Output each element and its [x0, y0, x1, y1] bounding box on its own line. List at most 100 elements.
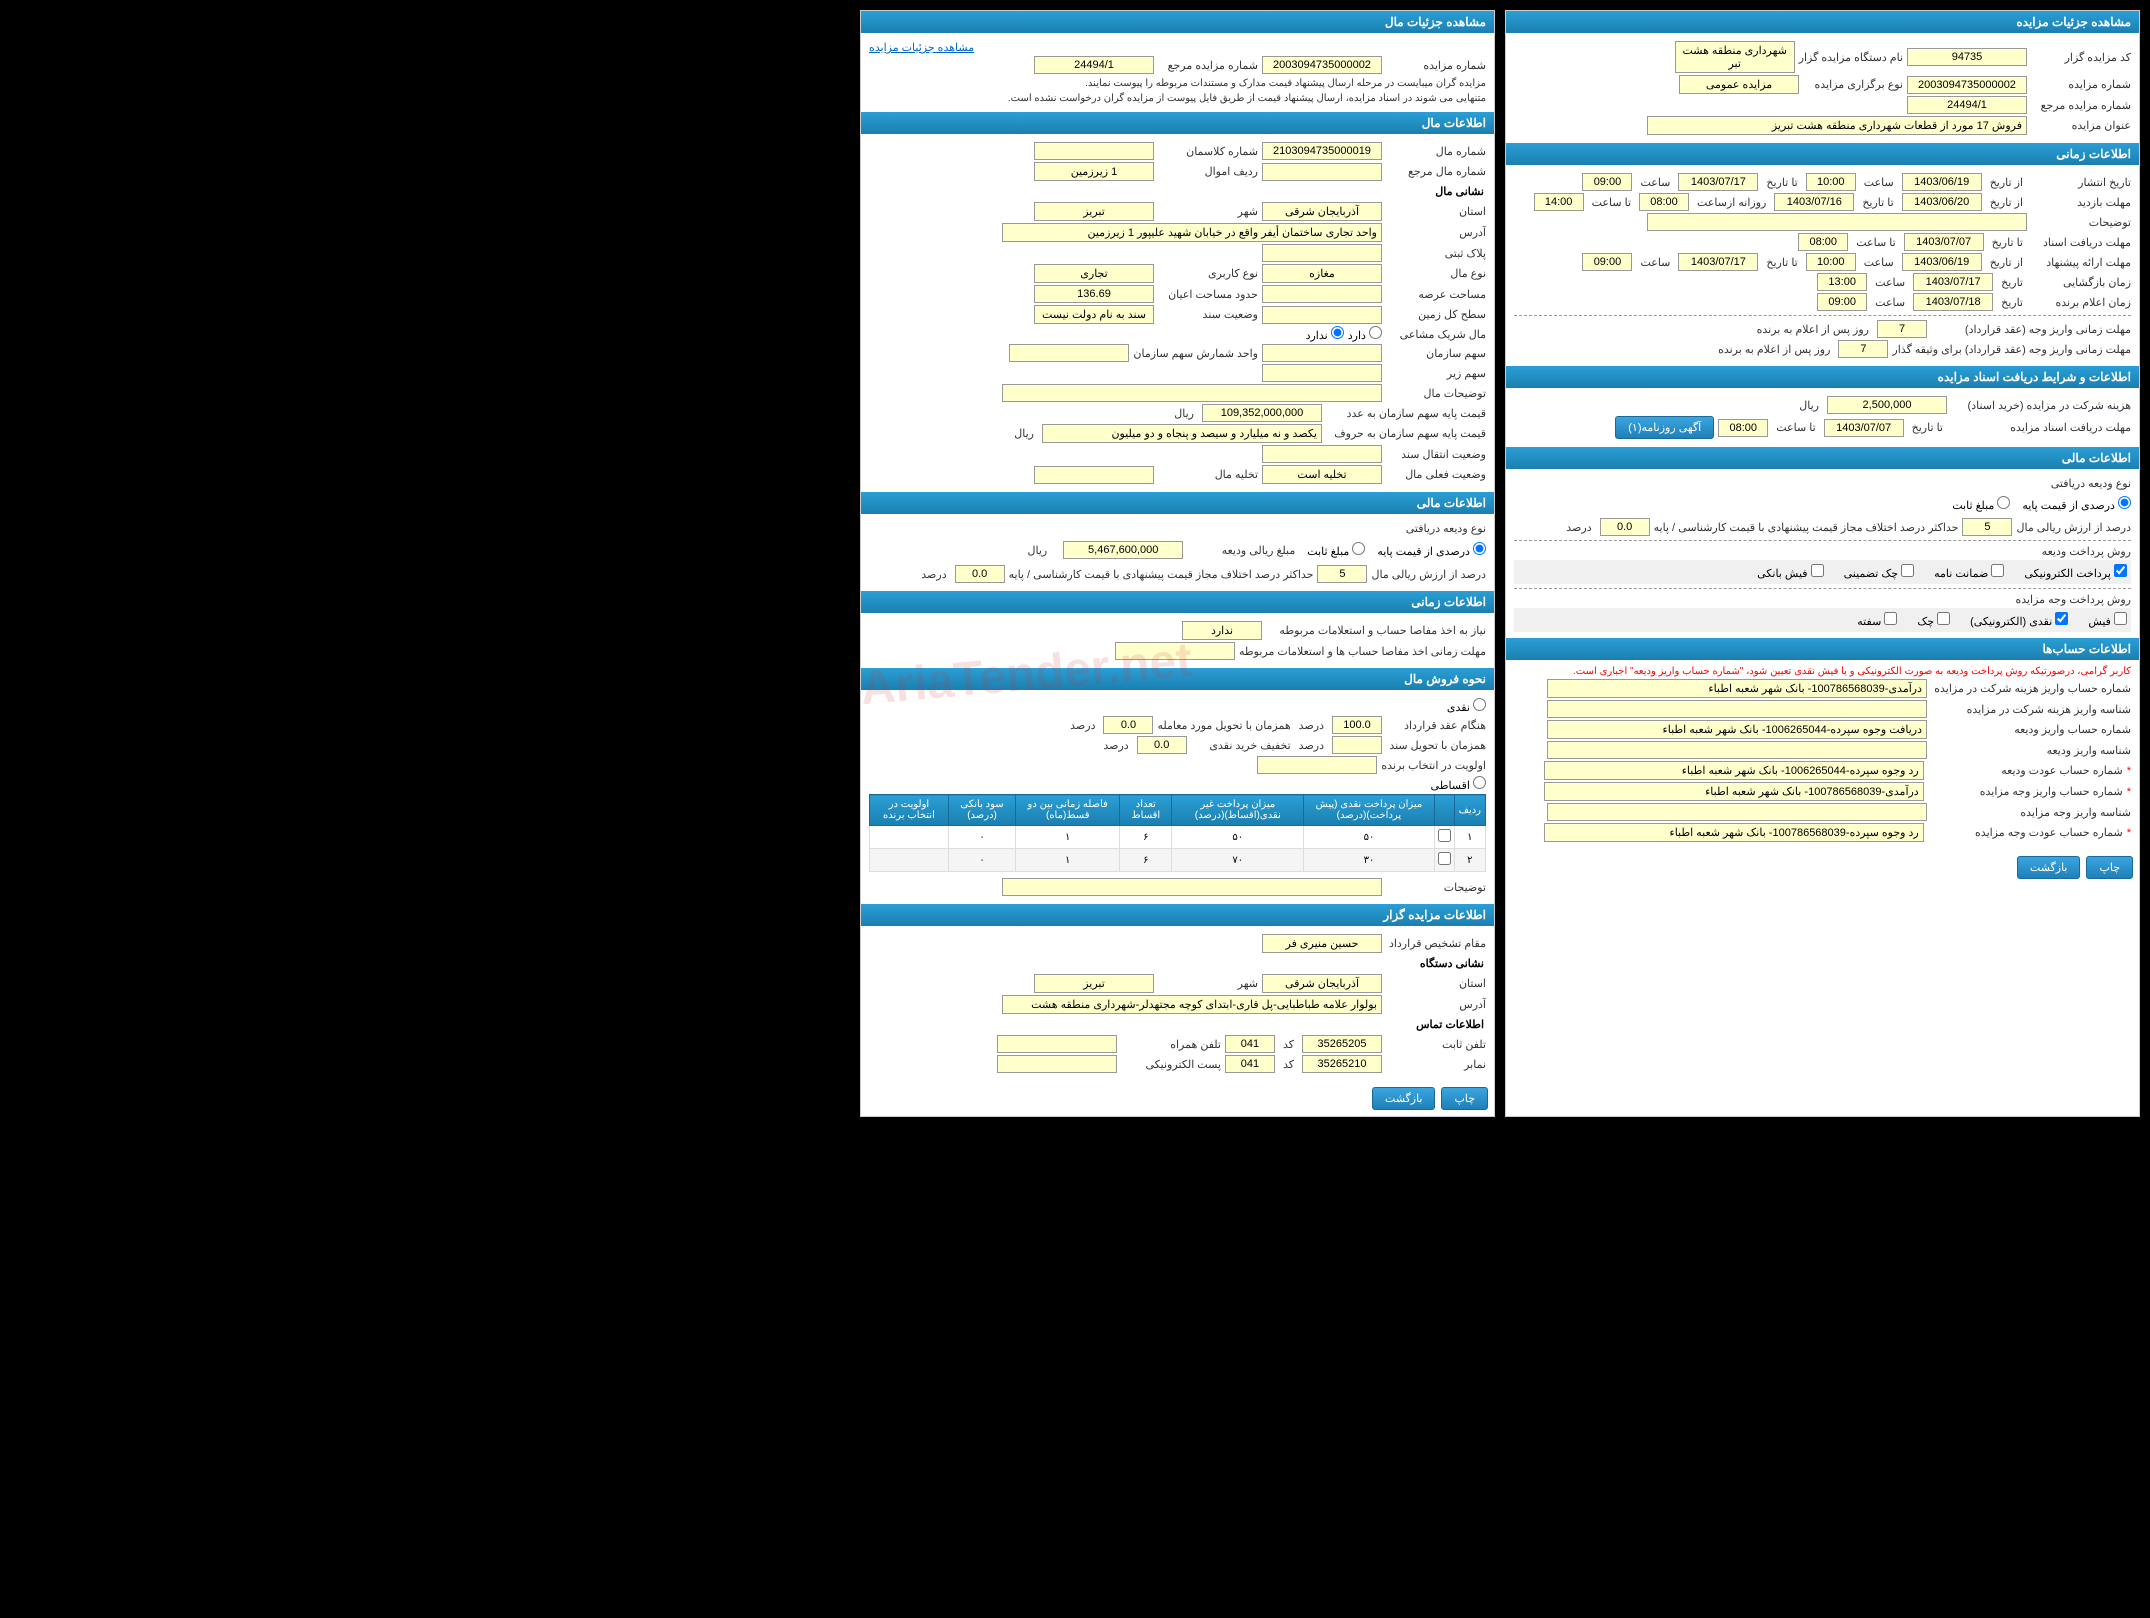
vacate-label: تخلیه مال	[1158, 468, 1258, 481]
land-area-label: مساحت عرصه	[1386, 288, 1486, 301]
ref-value: 24494/1	[1907, 96, 2027, 114]
org-share-unit-label: واحد شمارش سهم سازمان	[1133, 347, 1258, 360]
deposit-method-label: روش پرداخت ودیعه	[2031, 545, 2131, 558]
back-button[interactable]: بازگشت	[2017, 856, 2081, 879]
docs-to-date: 1403/07/07	[1904, 233, 1984, 251]
acc7-label: شناسه واریز وجه مزایده	[1931, 806, 2131, 819]
total-land-value	[1262, 306, 1382, 324]
contract-auth-label: مقام تشخیص قرارداد	[1386, 937, 1486, 950]
email-value	[997, 1055, 1117, 1073]
class-label: شماره کلاسمان	[1158, 145, 1258, 158]
a-province-label: استان	[1386, 977, 1486, 990]
mobile-value	[997, 1035, 1117, 1053]
from-label: از تاریخ	[1990, 176, 2023, 189]
hour-label: ساعت	[1864, 176, 1894, 189]
newspaper-button[interactable]: آگهی روزنامه(۱)	[1615, 416, 1714, 439]
open-hour: 13:00	[1817, 273, 1867, 291]
acc8-label: شماره حساب عودت وجه مزایده	[1928, 826, 2123, 839]
details-link[interactable]: مشاهده جزئیات مزایده	[869, 41, 974, 54]
contract-pct-label: هنگام عقد قرارداد	[1386, 719, 1486, 732]
left-panel: مشاهده جزئیات مال مشاهده جزئیات مزایده ش…	[860, 10, 1495, 1117]
guarantee-letter-check[interactable]: ضمانت نامه	[1934, 564, 2004, 580]
vacate-value	[1034, 466, 1154, 484]
installment-table: ردیف میزان پرداخت نقدی (پیش پرداخت)(درصد)…	[869, 794, 1486, 872]
row-checkbox[interactable]	[1438, 829, 1451, 842]
l-financial-header: اطلاعات مالی	[861, 492, 1494, 514]
percent-base-radio[interactable]: درصدی از قیمت پایه	[2022, 496, 2131, 512]
offer-to-date: 1403/07/17	[1678, 253, 1758, 271]
city-label: شهر	[1158, 205, 1258, 218]
contact-header: اطلاعات تماس	[869, 1016, 1486, 1033]
l-max-diff-unit: درصد	[921, 568, 946, 581]
docs-label: مهلت دریافت اسناد	[2031, 236, 2131, 249]
auctioneer-header: اطلاعات مزایده گزار	[861, 904, 1494, 926]
promissory-check[interactable]: سفته	[1857, 612, 1897, 628]
l-fixed-radio[interactable]: مبلغ ثابت	[1307, 542, 1365, 558]
to-hour-label3: تا ساعت	[1776, 421, 1815, 434]
max-diff-unit: درصد	[1566, 521, 1591, 534]
cash-check[interactable]: فیش	[2088, 612, 2127, 628]
contract-pct-value: 100.0	[1332, 716, 1382, 734]
publish-from-date: 1403/06/19	[1902, 173, 1982, 191]
auction-pay-label: روش پرداخت وجه مزایده	[2015, 593, 2131, 606]
address-value: واحد تجاری ساختمان أیفر واقع در خیابان ش…	[1002, 223, 1382, 242]
l-print-button[interactable]: چاپ	[1441, 1087, 1488, 1110]
l-back-button[interactable]: بازگشت	[1372, 1087, 1436, 1110]
electronic-cash-check[interactable]: نقدی (الکترونیکی)	[1970, 612, 2068, 628]
acc5-label: شماره حساب عودت ودیعه	[1928, 764, 2123, 777]
current-status-label: وضعیت فعلی مال	[1386, 468, 1486, 481]
winner-date: 1403/07/18	[1913, 293, 1993, 311]
use-value: تجاری	[1034, 264, 1154, 283]
id-value: 2103094735000019	[1262, 142, 1382, 160]
has-radio[interactable]: دارد	[1348, 326, 1382, 342]
max-diff-label: حداکثر درصد اختلاف مجاز قیمت پیشنهادی با…	[1654, 521, 1959, 534]
table-header: ردیف	[1454, 795, 1485, 826]
bank-receipt-check[interactable]: فیش بانکی	[1757, 564, 1823, 580]
electronic-pay-check[interactable]: پرداخت الکترونیکی	[2024, 564, 2127, 580]
cost-label: هزینه شرکت در مزایده (خرید اسناد)	[1951, 399, 2131, 412]
l-percent-asset-label: درصد از ارزش ریالی مال	[1371, 568, 1486, 581]
shared-label: مال شریک مشاعی	[1386, 328, 1486, 341]
desc-value	[1002, 384, 1382, 402]
no-radio[interactable]: ندارد	[1306, 326, 1344, 342]
doc-status-value: سند به نام دولت نیست	[1034, 305, 1154, 324]
prop-ref-label: شماره مال مرجع	[1386, 165, 1486, 178]
l-ref-value: 24494/1	[1034, 56, 1154, 74]
bldg-area-value: 136.69	[1034, 285, 1154, 303]
org-share-unit-value	[1009, 344, 1129, 362]
notes-value	[1647, 213, 2027, 231]
row-value: 1 زیرزمین	[1034, 162, 1154, 181]
ref-label: شماره مزایده مرجع	[2031, 99, 2131, 112]
pay-deadline-suffix: روز پس از اعلام به برنده	[1757, 323, 1869, 336]
base-price-unit: ریال	[1174, 407, 1194, 420]
org-value: شهرداری منطقه هشت تبر	[1675, 41, 1795, 73]
table-header: میزان پرداخت غیر نقدی(اقساط)(درصد)	[1172, 795, 1304, 826]
check-check[interactable]: چک	[1917, 612, 1950, 628]
auction-details-header: مشاهده جزئیات مزایده	[1506, 11, 2139, 33]
visit-to-date: 1403/07/16	[1774, 193, 1854, 211]
note2: متنهایی می شوند در اسناد مزایده، ارسال پ…	[869, 91, 1486, 106]
fixed-radio[interactable]: مبلغ ثابت	[1952, 496, 2010, 512]
installment-radio[interactable]: اقساطی	[1431, 776, 1486, 792]
fax-label: نمابر	[1386, 1058, 1486, 1071]
pct-unit2: درصد	[1070, 719, 1095, 732]
land-area-value	[1262, 285, 1382, 303]
acc2-label: شناسه واریز هزینه شرکت در مزایده	[1931, 703, 2131, 716]
sale-method-header: نحوه فروش مال	[861, 668, 1494, 690]
cash-radio[interactable]: نقدی	[1447, 698, 1486, 714]
check-guarantee-check[interactable]: چک تضمینی	[1844, 564, 1915, 580]
code-label: کد	[1283, 1038, 1294, 1051]
to-label5: تا تاریخ	[1912, 421, 1943, 434]
number-label: شماره مزایده	[2031, 78, 2131, 91]
table-header: میزان پرداخت نقدی (پیش پرداخت)(درصد)	[1304, 795, 1434, 826]
base-price-num-value: 109,352,000,000	[1202, 404, 1322, 422]
print-button[interactable]: چاپ	[2086, 856, 2133, 879]
plate-label: پلاک ثبتی	[1386, 247, 1486, 260]
l-max-diff-value: 0.0	[955, 565, 1005, 583]
l-ref-label: شماره مزایده مرجع	[1158, 59, 1258, 72]
phone-code: 041	[1225, 1035, 1275, 1053]
doc-status-label: وضعیت سند	[1158, 308, 1258, 321]
l-percent-base-radio[interactable]: درصدی از قیمت پایه	[1377, 542, 1486, 558]
fax-code: 041	[1225, 1055, 1275, 1073]
row-checkbox[interactable]	[1438, 852, 1451, 865]
